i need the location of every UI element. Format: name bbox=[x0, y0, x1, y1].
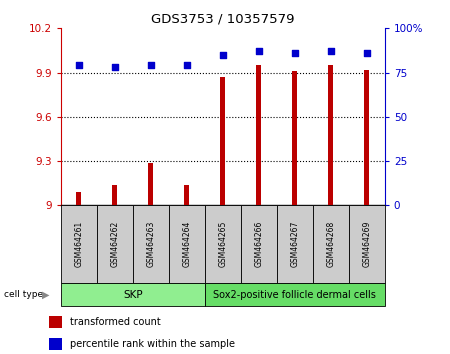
Text: SKP: SKP bbox=[123, 290, 143, 300]
Point bbox=[255, 48, 262, 54]
Text: Sox2-positive follicle dermal cells: Sox2-positive follicle dermal cells bbox=[213, 290, 376, 300]
Bar bbox=[328, 65, 333, 205]
Bar bbox=[313, 205, 349, 283]
Text: ▶: ▶ bbox=[42, 290, 50, 300]
Text: GSM464263: GSM464263 bbox=[146, 221, 155, 268]
Bar bbox=[112, 185, 117, 205]
Bar bbox=[277, 205, 313, 283]
Text: percentile rank within the sample: percentile rank within the sample bbox=[70, 339, 235, 349]
Point bbox=[147, 63, 154, 68]
Bar bbox=[49, 316, 62, 328]
Text: transformed count: transformed count bbox=[70, 317, 161, 327]
Bar bbox=[76, 192, 81, 205]
Text: GSM464261: GSM464261 bbox=[74, 221, 83, 267]
Bar bbox=[169, 205, 205, 283]
Point bbox=[183, 63, 190, 68]
Bar bbox=[205, 283, 385, 306]
Bar bbox=[364, 70, 369, 205]
Point bbox=[327, 48, 334, 54]
Point bbox=[291, 50, 298, 56]
Point bbox=[111, 64, 118, 70]
Bar bbox=[241, 205, 277, 283]
Bar bbox=[61, 283, 205, 306]
Point bbox=[363, 50, 370, 56]
Bar bbox=[220, 77, 225, 205]
Bar bbox=[133, 205, 169, 283]
Bar bbox=[49, 338, 62, 350]
Text: GSM464262: GSM464262 bbox=[110, 221, 119, 267]
Text: GSM464268: GSM464268 bbox=[326, 221, 335, 267]
Bar bbox=[292, 71, 297, 205]
Point bbox=[75, 63, 82, 68]
Bar bbox=[205, 205, 241, 283]
Bar bbox=[349, 205, 385, 283]
Text: GSM464269: GSM464269 bbox=[362, 221, 371, 268]
Bar bbox=[256, 65, 261, 205]
Text: GSM464265: GSM464265 bbox=[218, 221, 227, 268]
Text: GSM464267: GSM464267 bbox=[290, 221, 299, 268]
Text: GSM464264: GSM464264 bbox=[182, 221, 191, 268]
Text: cell type: cell type bbox=[4, 290, 44, 299]
Text: GSM464266: GSM464266 bbox=[254, 221, 263, 268]
Point bbox=[219, 52, 226, 58]
Bar bbox=[148, 162, 153, 205]
Bar bbox=[61, 205, 97, 283]
Bar bbox=[184, 185, 189, 205]
Bar bbox=[97, 205, 133, 283]
Title: GDS3753 / 10357579: GDS3753 / 10357579 bbox=[151, 13, 294, 26]
